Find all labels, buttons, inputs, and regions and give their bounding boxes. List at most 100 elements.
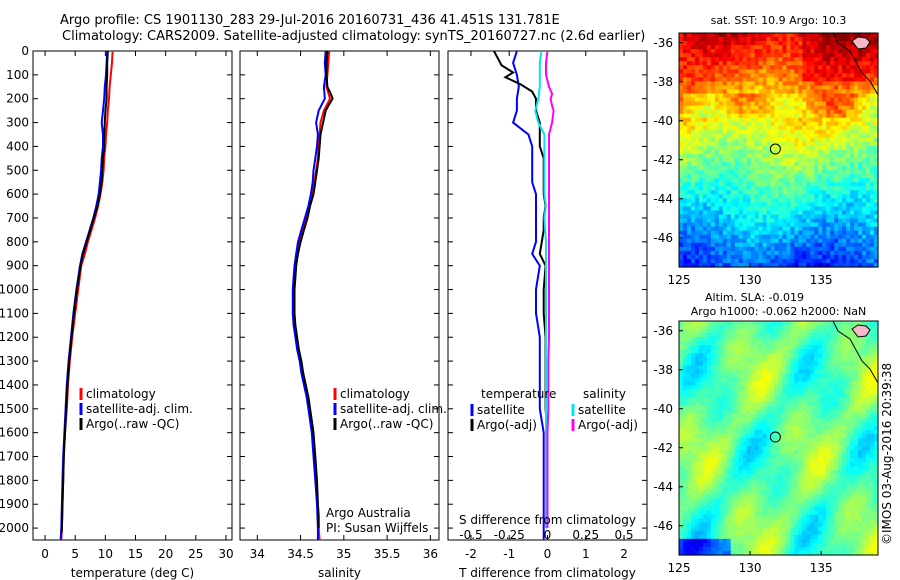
heatmap-cell: [742, 174, 748, 179]
heatmap-cell: [754, 458, 760, 463]
heatmap-cell: [842, 158, 847, 163]
heatmap-cell: [802, 37, 807, 42]
heatmap-cell: [810, 258, 815, 264]
heatmap-cell: [814, 89, 819, 95]
heatmap-cell: [742, 325, 748, 330]
heatmap-cell: [838, 137, 843, 143]
heatmap-cell: [679, 162, 684, 167]
heatmap-cell: [766, 397, 772, 403]
heatmap-cell: [734, 345, 740, 350]
heatmap-cell: [754, 438, 760, 443]
heatmap-cell: [850, 45, 855, 50]
heatmap-cell: [758, 41, 764, 46]
heatmap-cell: [786, 454, 792, 459]
heatmap-cell: [770, 397, 776, 403]
heatmap-cell: [762, 254, 768, 260]
heatmap-cell: [730, 166, 736, 171]
heatmap-cell: [858, 129, 863, 135]
heatmap-cell: [750, 417, 756, 423]
heatmap-cell: [706, 446, 712, 451]
heatmap-cell: [746, 246, 752, 252]
heatmap-cell: [738, 325, 744, 330]
heatmap-cell: [722, 206, 728, 212]
heatmap-cell: [810, 182, 815, 187]
heatmap-cell: [798, 369, 803, 375]
heatmap-cell: [818, 202, 823, 208]
heatmap-cell: [706, 433, 712, 439]
heatmap-cell: [822, 49, 827, 54]
heatmap-cell: [838, 442, 843, 447]
heatmap-cell: [786, 158, 792, 163]
heatmap-cell: [686, 33, 692, 38]
heatmap-cell: [730, 438, 736, 443]
heatmap-cell: [826, 109, 831, 115]
heatmap-cell: [810, 210, 815, 216]
legend-label: Argo(-adj): [578, 418, 638, 432]
heatmap-cell: [854, 210, 859, 216]
heatmap-cell: [679, 170, 684, 175]
heatmap-cell: [786, 462, 792, 467]
heatmap-cell: [778, 321, 784, 326]
heatmap-cell: [862, 33, 867, 38]
heatmap-cell: [810, 162, 815, 167]
heatmap-cell: [774, 365, 780, 371]
heatmap-cell: [682, 450, 688, 455]
heatmap-cell: [826, 329, 831, 334]
heatmap-cell: [694, 361, 700, 366]
heatmap-cell: [714, 226, 720, 232]
heatmap-cell: [726, 57, 732, 62]
heatmap-cell: [850, 113, 855, 119]
heatmap-cell: [754, 37, 760, 42]
heatmap-cell: [694, 150, 700, 155]
heatmap-cell: [794, 373, 799, 379]
heatmap-cell: [786, 258, 792, 264]
heatmap-cell: [822, 226, 827, 232]
heatmap-cell: [694, 397, 700, 403]
heatmap-cell: [690, 262, 696, 268]
heatmap-cell: [810, 154, 815, 159]
heatmap-cell: [830, 425, 835, 431]
heatmap-cell: [722, 349, 728, 354]
heatmap-cell: [694, 194, 700, 200]
heatmap-cell: [730, 190, 736, 195]
heatmap-cell: [794, 442, 799, 447]
heatmap-cell: [822, 33, 827, 38]
heatmap-cell: [758, 61, 764, 66]
heatmap-cell: [814, 234, 819, 240]
heatmap-cell: [742, 381, 748, 387]
heatmap-cell: [810, 377, 815, 383]
heatmap-cell: [850, 421, 855, 427]
heatmap-cell: [690, 117, 696, 123]
heatmap-cell: [778, 166, 784, 171]
heatmap-cell: [770, 258, 776, 264]
heatmap-cell: [742, 117, 748, 123]
heatmap-cell: [810, 218, 815, 224]
heatmap-cell: [679, 97, 684, 103]
heatmap-cell: [870, 33, 875, 38]
heatmap-cell: [766, 194, 772, 200]
heatmap-cell: [750, 162, 756, 167]
heatmap-cell: [698, 57, 704, 62]
heatmap-cell: [822, 125, 827, 131]
heatmap-cell: [850, 125, 855, 131]
heatmap-cell: [854, 401, 859, 407]
heatmap-cell: [782, 393, 788, 399]
series-line: [534, 50, 548, 529]
heatmap-cell: [694, 421, 700, 427]
heatmap-cell: [706, 442, 712, 447]
heatmap-cell: [858, 73, 863, 78]
heatmap-cell: [842, 254, 847, 260]
heatmap-cell: [854, 429, 859, 435]
heatmap-cell: [690, 341, 696, 346]
heatmap-cell: [870, 377, 875, 383]
heatmap-cell: [698, 446, 704, 451]
heatmap-cell: [874, 198, 879, 204]
heatmap-cell: [842, 337, 847, 342]
heatmap-cell: [790, 158, 796, 163]
heatmap-cell: [770, 369, 776, 375]
top-tick-label: 0.25: [572, 528, 599, 542]
heatmap-cell: [838, 109, 843, 115]
heatmap-cell: [834, 381, 839, 387]
heatmap-cell: [766, 162, 772, 167]
heatmap-cell: [858, 258, 863, 264]
